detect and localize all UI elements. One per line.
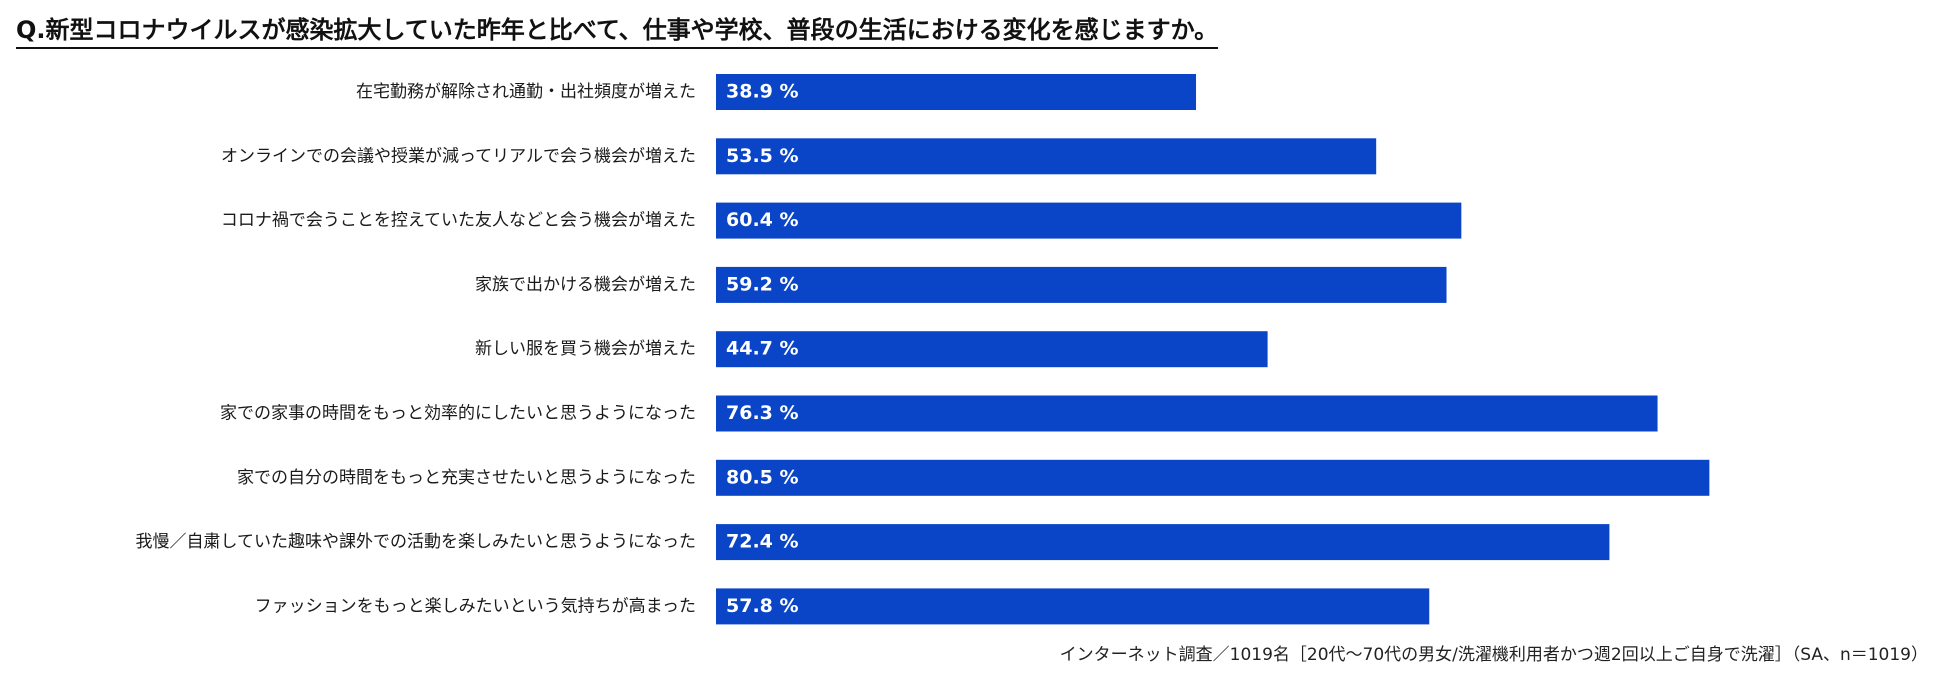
category-label: 在宅勤務が解除され通勤・出社頻度が増えた (356, 82, 696, 102)
category-label: オンラインでの会議や授業が減ってリアルで会う機会が増えた (221, 146, 696, 166)
bar (716, 331, 1268, 368)
category-label: 我慢／自粛していた趣味や課外での活動を楽しみたいと思うようになった (136, 531, 697, 552)
category-label: 家での家事の時間をもっと効率的にしたいと思うようになった (220, 404, 696, 424)
bar-value-label: 38.9 % (726, 81, 799, 103)
survey-footnote: インターネット調査／1019名［20代～70代の男女/洗濯機利用者かつ週2回以上… (1059, 645, 1928, 665)
bar-value-label: 59.2 % (726, 273, 799, 295)
chart-title: Q.新型コロナウイルスが感染拡大していた昨年と比べて、仕事や学校、普段の生活にお… (16, 10, 1219, 49)
bar-value-label: 44.7 % (726, 338, 799, 360)
category-label: ファッションをもっと楽しみたいという気持ちが高まった (255, 596, 696, 616)
bar-value-label: 53.5 % (726, 145, 799, 167)
category-label: 家での自分の時間をもっと充実させたいと思うようになった (237, 468, 696, 488)
bar-value-label: 80.5 % (726, 466, 799, 488)
bar (716, 395, 1658, 432)
category-label: 新しい服を買う機会が増えた (475, 339, 696, 359)
bar (716, 459, 1710, 496)
bar-value-label: 72.4 % (726, 531, 799, 553)
bar (716, 138, 1377, 175)
bar-value-label: 57.8 % (726, 595, 799, 617)
bar (716, 266, 1447, 303)
bar-value-label: 60.4 % (726, 209, 799, 231)
bar (716, 588, 1430, 625)
bar (716, 524, 1610, 561)
category-label: 家族で出かける機会が増えた (475, 275, 696, 295)
bar (716, 202, 1462, 239)
bar (716, 74, 1197, 110)
bar-value-label: 76.3 % (726, 402, 799, 424)
category-label: コロナ禍で会うことを控えていた友人などと会う機会が増えた (221, 211, 696, 231)
